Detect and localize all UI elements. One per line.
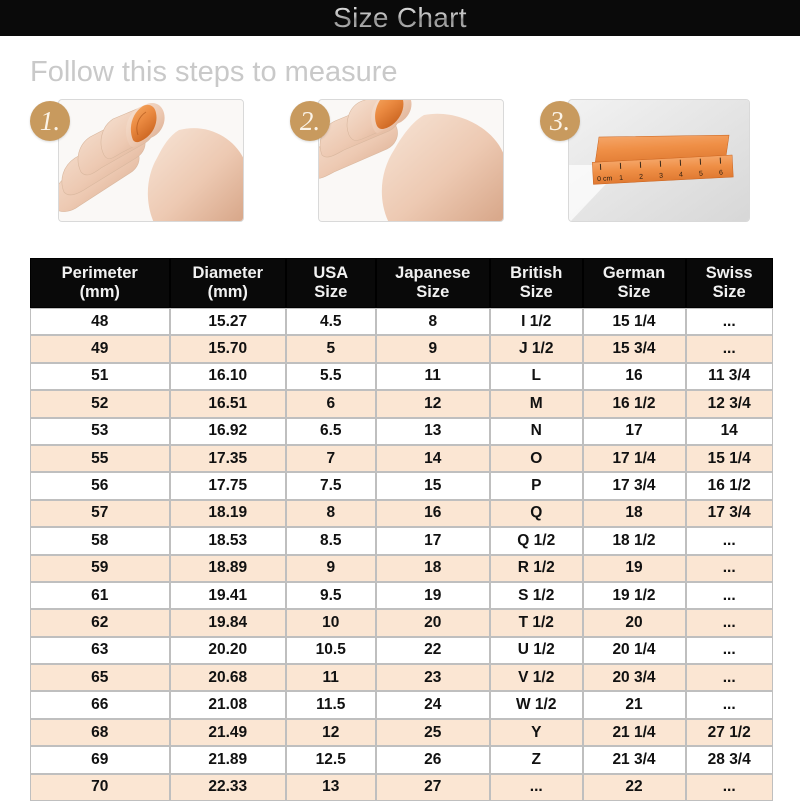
svg-text:6: 6: [719, 170, 723, 177]
svg-text:4: 4: [679, 172, 683, 179]
svg-text:1: 1: [619, 175, 623, 182]
svg-text:5: 5: [699, 171, 703, 178]
svg-text:3: 3: [659, 173, 663, 180]
svg-text:0 cm: 0 cm: [597, 175, 613, 183]
svg-text:2: 2: [639, 174, 643, 181]
